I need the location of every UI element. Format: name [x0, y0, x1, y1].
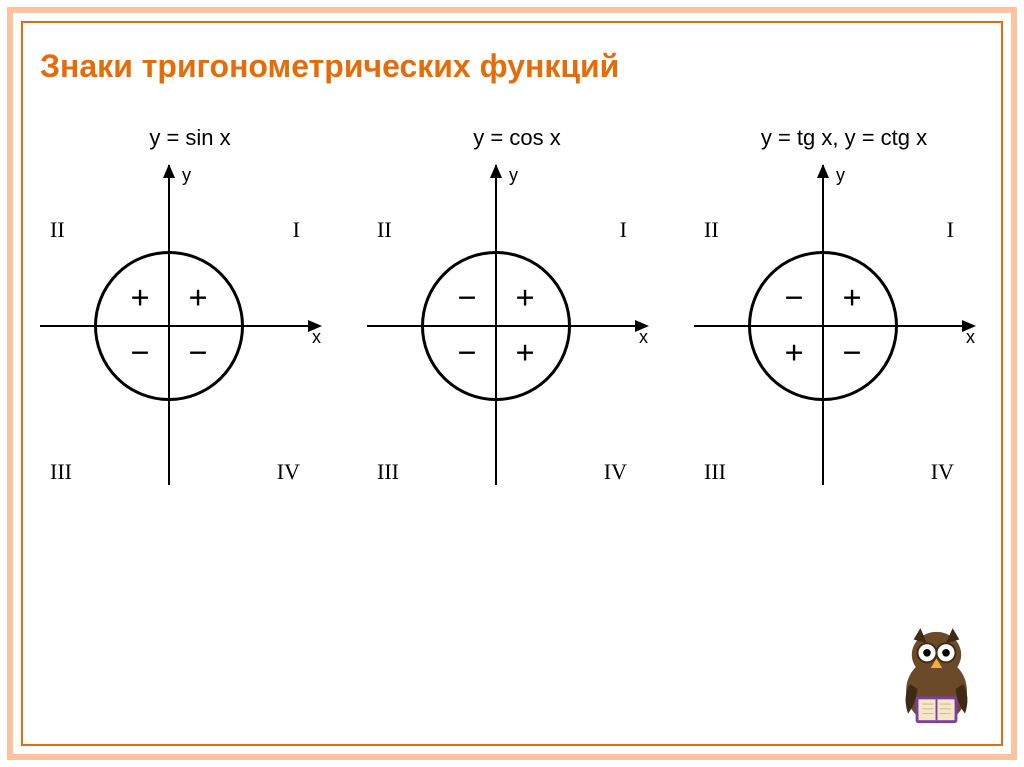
quadrant-2-label: II [50, 217, 65, 243]
tan-sign-q2: − [779, 280, 809, 318]
unit-circle [421, 251, 571, 401]
y-axis-label: y [509, 165, 518, 186]
charts-row: y = sin x y x I II III IV + + − − y = co… [40, 125, 994, 515]
unit-circle [94, 251, 244, 401]
quadrant-3-label: III [704, 459, 726, 485]
sin-sign-q1: + [183, 280, 213, 318]
sin-sign-q3: − [125, 335, 155, 373]
unit-circle [748, 251, 898, 401]
quadrant-3-label: III [50, 459, 72, 485]
y-axis-label: y [836, 165, 845, 186]
y-axis-label: y [182, 165, 191, 186]
quadrant-1-label: I [293, 217, 300, 243]
chart-sin-plot: y x I II III IV + + − − [40, 165, 340, 505]
tan-sign-q1: + [837, 280, 867, 318]
chart-sin: y = sin x y x I II III IV + + − − [40, 125, 340, 515]
sin-sign-q4: − [183, 335, 213, 373]
chart-cos-label: y = cos x [367, 125, 667, 151]
y-axis-arrow-icon [163, 164, 175, 178]
cos-sign-q1: + [510, 280, 540, 318]
cos-sign-q3: − [452, 335, 482, 373]
cos-sign-q2: − [452, 280, 482, 318]
quadrant-4-label: IV [277, 459, 300, 485]
chart-cos: y = cos x y x I II III IV + − − + [367, 125, 667, 515]
x-axis-label: x [312, 327, 321, 348]
quadrant-1-label: I [620, 217, 627, 243]
y-axis-arrow-icon [490, 164, 502, 178]
quadrant-2-label: II [377, 217, 392, 243]
quadrant-1-label: I [947, 217, 954, 243]
quadrant-3-label: III [377, 459, 399, 485]
owl-icon [889, 622, 984, 732]
chart-tan: y = tg x, y = ctg x y x I II III IV + − … [694, 125, 994, 515]
page-title: Знаки тригонометрических функций [40, 48, 619, 85]
y-axis-arrow-icon [817, 164, 829, 178]
chart-tan-label: y = tg x, y = ctg x [694, 125, 994, 151]
x-axis-label: x [639, 327, 648, 348]
tan-sign-q4: − [837, 335, 867, 373]
chart-sin-label: y = sin x [40, 125, 340, 151]
chart-cos-plot: y x I II III IV + − − + [367, 165, 667, 505]
tan-sign-q3: + [779, 335, 809, 373]
quadrant-2-label: II [704, 217, 719, 243]
quadrant-4-label: IV [604, 459, 627, 485]
quadrant-4-label: IV [931, 459, 954, 485]
chart-tan-plot: y x I II III IV + − + − [694, 165, 994, 505]
x-axis-label: x [966, 327, 975, 348]
cos-sign-q4: + [510, 335, 540, 373]
sin-sign-q2: + [125, 280, 155, 318]
